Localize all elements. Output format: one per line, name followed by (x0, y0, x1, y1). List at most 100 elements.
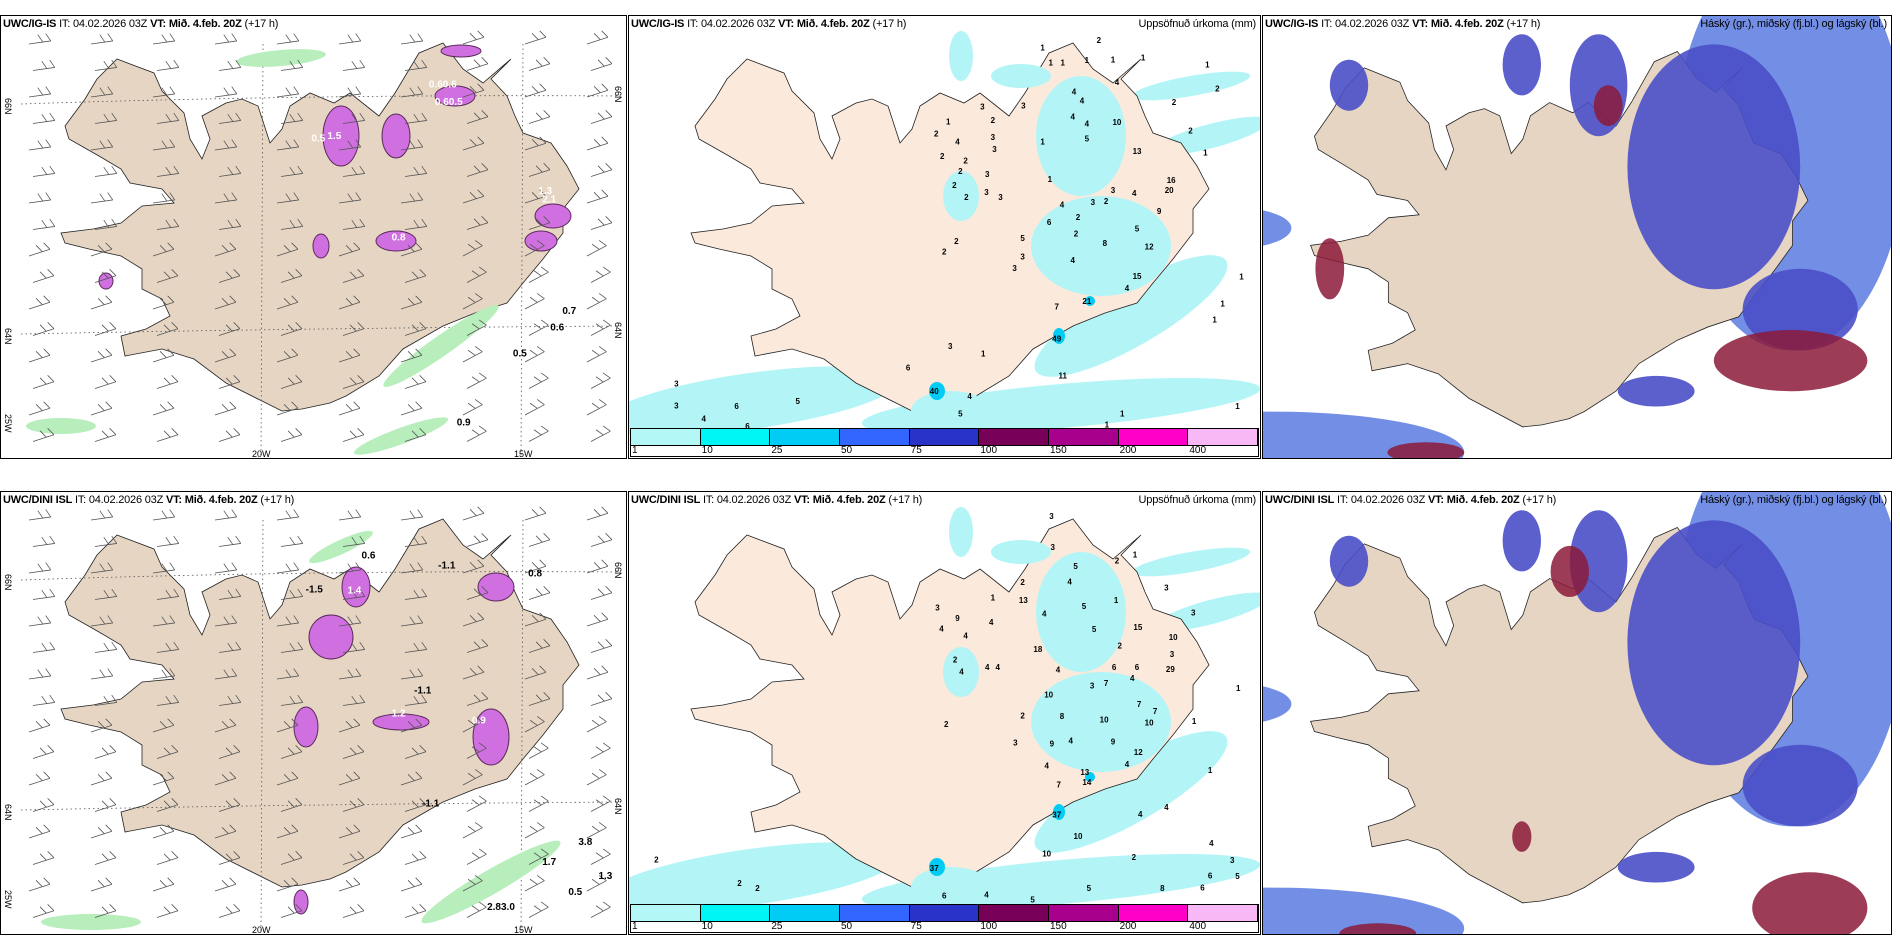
colorbar-swatch (631, 429, 701, 446)
wind-barb (28, 509, 52, 521)
value-label: 5 (958, 409, 963, 418)
wind-barb (94, 535, 118, 547)
value-label: 1 (1203, 149, 1208, 158)
wind-barb (528, 692, 551, 706)
wind-barb (400, 509, 424, 521)
value-label: 37 (930, 864, 939, 873)
snow-area (534, 203, 572, 229)
wind-barb (94, 641, 118, 653)
precip-area (991, 64, 1051, 88)
wind-barb (28, 86, 52, 98)
wind-barb (586, 30, 609, 45)
wind-barb (466, 372, 487, 389)
wind-barb (152, 86, 176, 98)
valid-time: Mið. 4.feb. 20Z (168, 18, 242, 30)
lon-label: 15W (514, 925, 533, 935)
value-label: 4 (1130, 674, 1135, 683)
wind-barb (214, 348, 237, 363)
wind-barb (404, 269, 427, 283)
value-label: 1 (1141, 54, 1146, 63)
colorbar-swatch (1188, 429, 1258, 446)
value-label: 0.60.5 (435, 97, 463, 108)
wind-barb (280, 165, 304, 177)
value-label: 2.83.0 (487, 902, 515, 913)
wind-barb (218, 904, 241, 918)
wind-barb (590, 216, 613, 230)
colorbar-tick-label: 75 (910, 445, 922, 456)
wind-barb (94, 851, 117, 865)
panel-header: UWC/DINI ISL IT: 04.02.2026 03Z VT: Mið.… (3, 494, 294, 506)
precip-area (1034, 731, 1228, 853)
value-label: 2.1 (542, 194, 556, 205)
wind-barb (338, 86, 362, 98)
wind-barb (214, 33, 238, 45)
wind-barb (528, 586, 551, 600)
wind-barb (156, 535, 180, 547)
wind-barb (524, 665, 547, 680)
wind-barb (466, 848, 487, 865)
wind-barb (218, 112, 242, 124)
wind-barb (590, 692, 613, 706)
value-label: 4 (985, 663, 990, 672)
wind-barb (462, 30, 485, 45)
wind-barb (400, 295, 423, 310)
wind-barb (94, 218, 118, 230)
wind-barb (586, 293, 607, 310)
wind-barb (276, 139, 300, 151)
wind-barb (218, 641, 242, 653)
value-label: 15 (1133, 272, 1142, 281)
wind-barb (338, 139, 362, 151)
wind-barb (400, 242, 423, 257)
lead-time: (+17 h) (1522, 494, 1557, 506)
lead-time: (+17 h) (872, 18, 907, 30)
valid-time-label: VT: (1412, 18, 1428, 30)
wind-barb (276, 509, 300, 521)
wind-barb (586, 559, 609, 574)
value-label: 0.8 (392, 233, 406, 244)
wind-barb (590, 848, 611, 865)
wind-barb (400, 86, 424, 98)
value-label: 4 (1060, 200, 1065, 209)
wind-barb (528, 795, 549, 812)
value-label: 1 (1208, 766, 1213, 775)
wind-barb (218, 59, 242, 71)
high-cloud-area (1387, 442, 1465, 458)
wind-barb (276, 86, 300, 98)
value-label: 10 (1169, 633, 1178, 642)
value-label: 1 (1212, 315, 1217, 324)
colorbar-tick-label: 50 (840, 921, 853, 932)
high-cloud-area (1713, 330, 1868, 392)
value-label: 2 (1097, 36, 1102, 45)
colorbar-tick-label: 200 (1119, 445, 1137, 456)
wind-barb (218, 851, 241, 865)
wind-barb (156, 218, 180, 230)
wind-barb (152, 824, 175, 839)
value-label: 7 (1104, 679, 1109, 688)
value-label: 4 (1044, 761, 1049, 770)
wind-barb (218, 588, 242, 600)
wind-barb (276, 877, 299, 892)
wind-barb (32, 428, 55, 442)
wind-barb (94, 322, 117, 336)
value-label: 5 (1235, 872, 1240, 881)
wind-barb (94, 798, 117, 812)
wind-barb (276, 824, 299, 839)
colorbar-swatch (1118, 905, 1189, 922)
value-label: 10 (1100, 715, 1109, 724)
wind-barb (338, 509, 362, 521)
wind-barb (524, 716, 545, 733)
colorbar-tick-label: 100 (980, 921, 998, 932)
wind-barb (586, 83, 609, 98)
value-label: 1 (1236, 684, 1241, 693)
wind-barb (342, 218, 366, 230)
value-label: 20 (1165, 186, 1174, 195)
snow-area (375, 230, 417, 252)
valid-time-label: VT: (793, 494, 810, 506)
wind-barb (152, 139, 176, 151)
wind-barb (466, 795, 487, 812)
wind-barb (590, 425, 611, 442)
wind-barb (342, 851, 365, 865)
high-cloud-area (1315, 238, 1345, 300)
wind-barb (28, 401, 51, 416)
lat-label: 64N (613, 322, 623, 339)
